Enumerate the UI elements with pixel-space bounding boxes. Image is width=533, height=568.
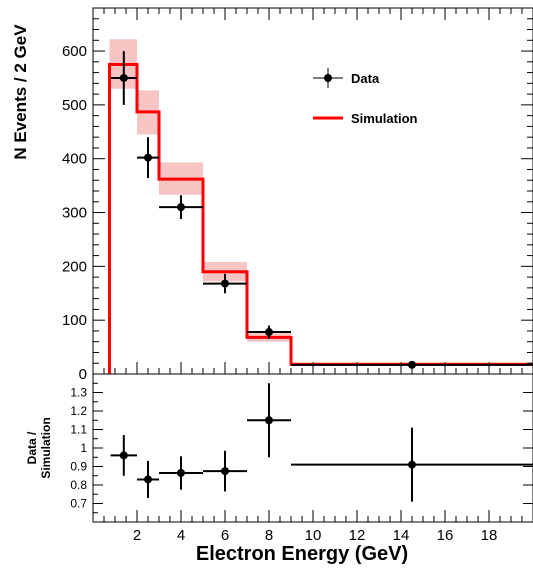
main-y-tick-label: 100	[62, 312, 87, 329]
ratio-points	[110, 383, 533, 502]
ratio-x-tick-label: 14	[393, 527, 410, 544]
main-y-axis: 0 100 200 300 400 500 600	[62, 7, 533, 383]
ratio-point-marker	[265, 416, 273, 425]
ratio-y-tick-label: 1.3	[70, 386, 87, 400]
ratio-x-tick-label: 6	[221, 527, 229, 544]
main-y-tick-label: 500	[62, 97, 87, 114]
ratio-x-tick-label: 18	[481, 527, 498, 544]
ratio-point-marker	[177, 468, 185, 477]
main-y-tick-label: 200	[62, 258, 87, 275]
legend-data-marker	[324, 74, 332, 82]
data-point-marker	[177, 203, 185, 212]
ratio-x-axis: 2 4 6 8 10 12 14 16 18	[103, 510, 523, 544]
data-point-marker	[265, 328, 273, 337]
main-y-tick-label: 600	[62, 43, 87, 60]
data-point	[159, 195, 203, 219]
simulation-uncertainty-band	[109, 39, 533, 366]
ratio-frame	[92, 373, 533, 523]
ratio-y-tick-label: 1	[80, 441, 87, 455]
ratio-x-tick-label: 16	[437, 527, 454, 544]
simulation-histogram	[108, 63, 533, 374]
legend-data-label: Data	[351, 71, 380, 86]
main-panel: 0 100 200 300 400 500 600 N Events / 2 GeV Dat…	[11, 7, 533, 383]
legend-simulation-label: Simulation	[351, 111, 418, 126]
ratio-y-axis: 0.7 0.8 0.9 1 1.1 1.2 1.3	[70, 382, 533, 514]
main-y-tick-label: 0	[79, 366, 87, 383]
data-point-marker	[119, 73, 128, 82]
data-point	[203, 273, 247, 294]
ratio-x-tick-label: 12	[349, 527, 366, 544]
ratio-point-marker	[408, 460, 416, 469]
legend-entry-data: Data	[313, 68, 380, 88]
data-point	[247, 325, 291, 339]
ratio-x-tick-label: 10	[305, 527, 322, 544]
ratio-x-tick-label: 4	[177, 527, 185, 544]
data-point-marker	[144, 153, 152, 162]
ratio-point	[110, 435, 137, 476]
ratio-point	[159, 456, 203, 490]
ratio-y-tick-label: 1.1	[70, 423, 87, 437]
legend: Data Simulation	[313, 68, 418, 126]
ratio-y-axis-label-line1: Data /	[25, 431, 39, 464]
data-point	[291, 360, 533, 369]
ratio-point	[247, 383, 291, 458]
x-axis-label: Electron Energy (GeV)	[196, 543, 408, 565]
legend-entry-simulation: Simulation	[313, 111, 418, 126]
ratio-x-tick-label: 8	[265, 527, 273, 544]
data-point	[110, 51, 137, 105]
main-y-tick-label: 400	[62, 151, 87, 168]
ratio-point-marker	[221, 467, 229, 476]
ratio-point	[137, 460, 159, 498]
main-y-tick-label: 300	[62, 205, 87, 222]
ratio-y-axis-label-line2: Simulation	[39, 417, 53, 478]
main-x-ticks	[103, 8, 523, 374]
data-point	[137, 137, 159, 179]
ratio-point	[203, 450, 247, 492]
ratio-y-tick-label: 0.8	[70, 478, 87, 492]
ratio-point-marker	[144, 475, 152, 484]
ratio-y-tick-label: 0.9	[70, 460, 87, 474]
data-point-marker	[221, 279, 229, 288]
ratio-y-tick-label: 0.7	[70, 497, 87, 511]
ratio-x-tick-label: 2	[133, 527, 141, 544]
data-points	[110, 51, 533, 369]
ratio-y-tick-label: 1.2	[70, 404, 87, 418]
data-point-marker	[408, 360, 416, 369]
ratio-point-marker	[119, 451, 128, 460]
ratio-panel: 0.7 0.8 0.9 1 1.1 1.2 1.3 2 4 6 8 10 12 14 16 18 Data …	[25, 373, 533, 565]
main-y-axis-label: N Events / 2 GeV	[11, 24, 30, 160]
ratio-point	[291, 427, 533, 502]
